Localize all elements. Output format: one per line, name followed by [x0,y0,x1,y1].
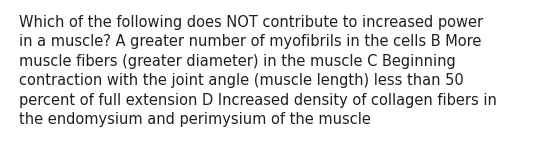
Text: Which of the following does NOT contribute to increased power
in a muscle? A gre: Which of the following does NOT contribu… [20,15,497,127]
